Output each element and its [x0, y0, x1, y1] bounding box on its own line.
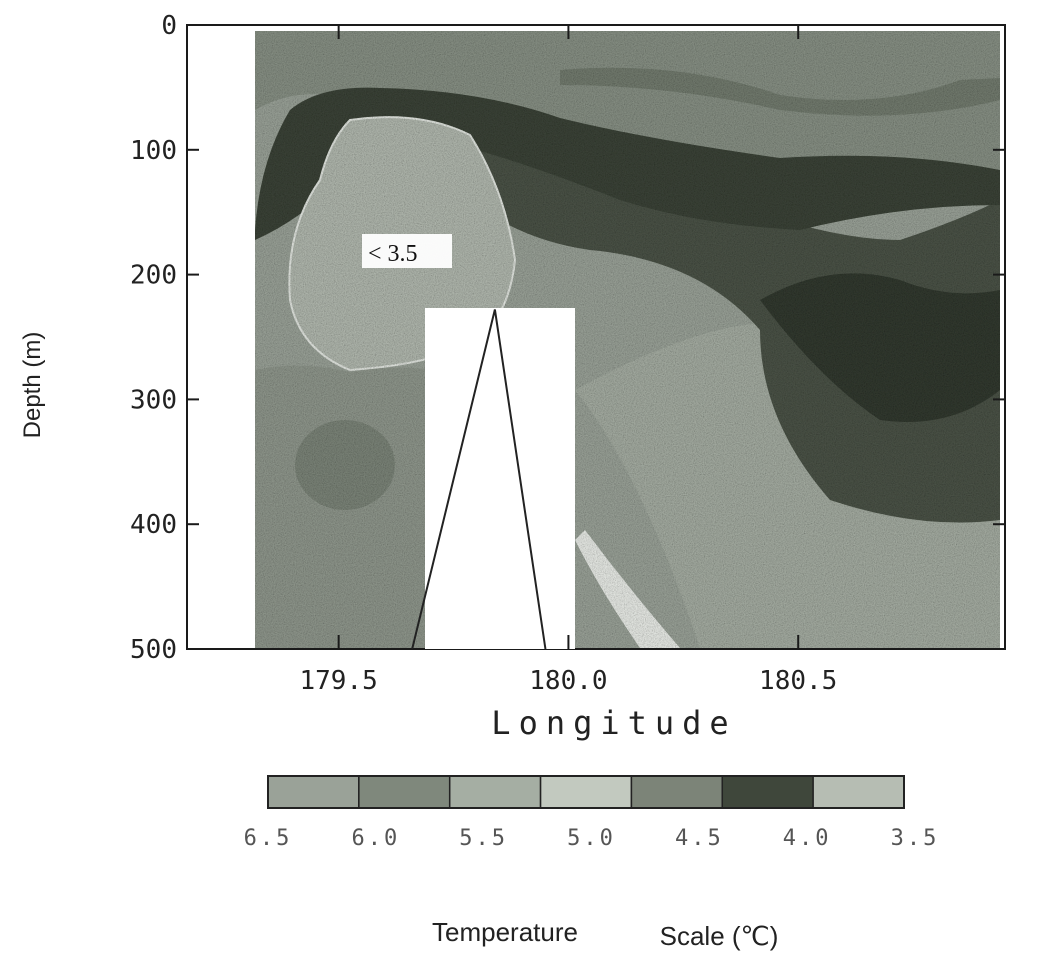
colorbar-label: 3.5	[891, 826, 940, 851]
temperature-field	[255, 31, 1000, 648]
x-tick-label: 180.5	[759, 666, 837, 696]
annotation-lt-3-5: < 3.5	[368, 241, 418, 267]
surface-streak	[560, 67, 1000, 116]
colorbar-label: 6.5	[244, 826, 293, 851]
colorbar-segment	[448, 775, 542, 809]
y-tick-label: 400	[130, 510, 177, 540]
y-tick-label: 0	[161, 11, 177, 41]
surface-layer	[255, 31, 1000, 170]
cool-band-right	[470, 120, 1000, 523]
colorbar-label: 6.0	[351, 826, 400, 851]
footer-scale-label: Scale (℃)	[660, 921, 779, 951]
colorbar-segment	[630, 775, 724, 809]
colorbar-label: 4.0	[783, 826, 832, 851]
x-tick-label: 179.5	[300, 666, 378, 696]
y-axis: 0 100 200 300 400 500	[130, 11, 1005, 665]
colorbar-segment	[812, 775, 905, 809]
colorbar-segment	[358, 775, 451, 809]
x-axis-title: Longitude	[491, 704, 736, 742]
colorbar-frame	[267, 775, 905, 809]
left-lower-cell	[295, 420, 395, 510]
y-tick-label: 500	[130, 635, 177, 665]
seamount-mask	[425, 308, 575, 649]
y-tick-label: 200	[130, 261, 177, 291]
coldest-core-right	[760, 273, 1000, 422]
bright-patch-bottom	[575, 530, 680, 648]
colorbar-label: 4.5	[675, 826, 724, 851]
x-axis: 179.5 180.0 180.5	[300, 25, 837, 696]
y-axis-title: Depth (m)	[19, 332, 46, 439]
x-tick-label: 180.0	[529, 666, 607, 696]
seamount-outline	[411, 309, 547, 650]
colorbar-segment	[539, 775, 633, 809]
annotation-box	[362, 234, 452, 268]
colorbar-segment	[267, 775, 360, 809]
y-tick-label: 300	[130, 385, 177, 415]
colorbar-label: 5.5	[459, 826, 508, 851]
y-tick-label: 100	[130, 136, 177, 166]
colorbar-labels: 6.5 6.0 5.5 5.0 4.5 4.0 3.5	[244, 826, 940, 851]
footer-temperature-label: Temperature	[432, 917, 578, 947]
colorbar-label: 5.0	[567, 826, 616, 851]
colorbar	[267, 775, 905, 809]
colorbar-segment	[721, 775, 814, 809]
